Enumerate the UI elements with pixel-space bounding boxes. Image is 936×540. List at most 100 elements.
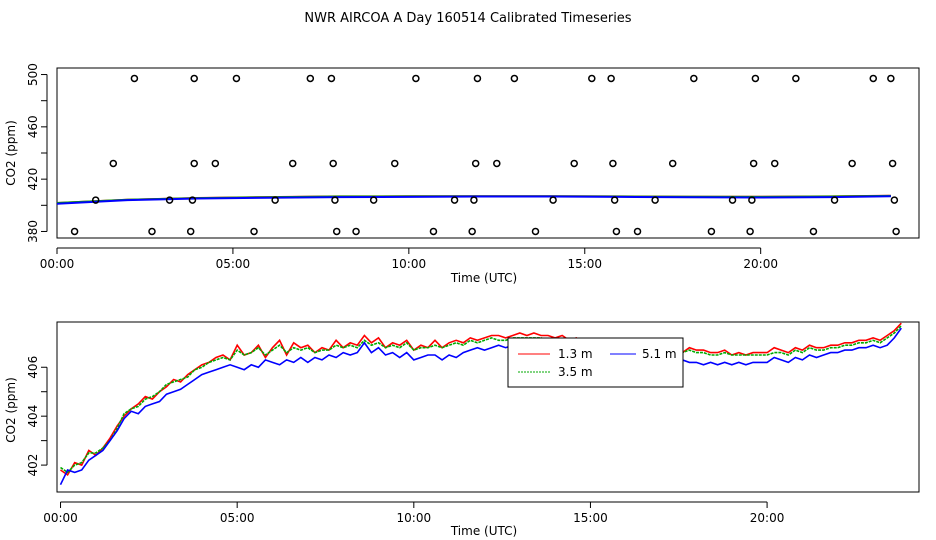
scatter-point	[510, 74, 519, 83]
scatter-point	[668, 159, 677, 168]
scatter-point	[232, 74, 241, 83]
scatter-point	[531, 227, 540, 236]
scatter-point	[109, 159, 118, 168]
top-x-tick-label: 10:00	[392, 257, 427, 271]
bottom-x-tick-label: 10:00	[397, 511, 432, 525]
scatter-point	[331, 196, 339, 204]
scatter-point	[888, 159, 897, 168]
scatter-point	[369, 196, 378, 204]
scatter-point	[809, 227, 818, 236]
bottom-series-line-1-3-m	[60, 322, 902, 477]
bottom-series-lines	[59, 322, 902, 486]
bottom-series-line-5-1-m	[59, 327, 902, 486]
scatter-point	[887, 74, 895, 83]
scatter-point	[869, 74, 878, 83]
scatter-point	[165, 196, 174, 204]
bottom-y-tick-label: 402	[26, 454, 40, 477]
bottom-x-tick-label: 05:00	[220, 511, 255, 525]
scatter-point	[493, 159, 501, 168]
scatter-point	[830, 196, 839, 204]
legend: 1.3 m 3.5 m 5.1 m	[507, 337, 684, 388]
scatter-point	[890, 196, 899, 204]
bottom-axes: 00:00 05:00 10:00 15:00 20:00 402 404 406	[26, 356, 784, 525]
legend-label-2: 3.5 m	[558, 365, 593, 379]
scatter-point	[470, 196, 478, 204]
scatter-point	[471, 159, 480, 168]
scatter-point	[892, 227, 900, 236]
top-y-axis-label: CO2 (ppm)	[4, 120, 18, 186]
bottom-series-line-3-5-m	[60, 325, 902, 474]
top-scatter-points	[70, 74, 900, 236]
scatter-point	[450, 196, 459, 204]
scatter-point	[91, 196, 100, 204]
scatter-point	[306, 74, 315, 83]
scatter-point	[549, 196, 557, 204]
scatter-point	[327, 74, 336, 83]
top-x-axis-label: Time (UTC)	[450, 271, 517, 285]
scatter-point	[329, 159, 337, 168]
legend-label-3: 5.1 m	[642, 347, 677, 361]
scatter-point	[352, 227, 360, 236]
bottom-x-tick-label: 15:00	[573, 511, 608, 525]
top-x-tick-label: 15:00	[567, 257, 602, 271]
scatter-point	[612, 227, 621, 236]
scatter-point	[468, 227, 476, 236]
scatter-point	[70, 227, 79, 236]
bottom-x-tick-label: 20:00	[750, 511, 785, 525]
scatter-point	[749, 159, 758, 168]
top-y-tick-label: 380	[26, 220, 40, 243]
bottom-y-tick-label: 404	[26, 405, 40, 428]
scatter-point	[690, 74, 698, 83]
top-x-tick-label: 20:00	[743, 257, 778, 271]
top-y-tick-label: 460	[26, 115, 40, 138]
top-axes: 00:00 05:00 10:00 15:00 20:00 380 420 460 500	[26, 63, 778, 271]
scatter-point	[186, 227, 195, 236]
scatter-point	[751, 74, 760, 83]
scatter-point	[188, 196, 197, 204]
scatter-point	[651, 196, 659, 204]
scatter-point	[332, 227, 341, 236]
scatter-point	[746, 227, 754, 236]
top-y-tick-label: 420	[26, 168, 40, 191]
top-x-tick-label: 00:00	[40, 257, 75, 271]
scatter-point	[728, 196, 737, 204]
chart-title: NWR AIRCOA A Day 160514 Calibrated Times…	[304, 11, 631, 26]
scatter-point	[190, 159, 198, 168]
scatter-point	[570, 159, 578, 168]
scatter-point	[792, 74, 800, 83]
bottom-plot-frame	[56, 321, 920, 493]
scatter-point	[848, 159, 856, 168]
top-series-line-5-1-m	[56, 195, 891, 205]
scatter-point	[429, 227, 438, 236]
scatter-point	[707, 227, 716, 236]
scatter-point	[190, 74, 198, 83]
legend-box	[507, 337, 684, 388]
scatter-point	[633, 227, 642, 236]
scatter-point	[271, 196, 279, 204]
top-plot-frame	[56, 67, 920, 239]
top-y-tick-label: 500	[26, 63, 40, 86]
scatter-point	[588, 74, 596, 83]
scatter-point	[211, 159, 220, 168]
top-panel: 00:00 05:00 10:00 15:00 20:00 380 420 460 500 Ti…	[4, 63, 920, 285]
bottom-x-tick-label: 00:00	[43, 511, 78, 525]
scatter-point	[288, 159, 297, 168]
bottom-x-axis-label: Time (UTC)	[450, 524, 517, 538]
scatter-point	[473, 74, 482, 83]
scatter-point	[607, 74, 615, 83]
scatter-point	[250, 227, 258, 236]
scatter-point	[391, 159, 399, 168]
scatter-point	[130, 74, 139, 83]
scatter-point	[770, 159, 779, 168]
bottom-y-tick-label: 406	[26, 356, 40, 379]
scatter-point	[412, 74, 420, 83]
bottom-y-axis-label: CO2 (ppm)	[4, 377, 18, 443]
scatter-point	[148, 227, 156, 236]
scatter-point	[748, 196, 756, 204]
top-x-tick-label: 05:00	[216, 257, 251, 271]
scatter-point	[610, 196, 619, 204]
legend-label-1: 1.3 m	[558, 347, 593, 361]
bottom-panel: 00:00 05:00 10:00 15:00 20:00 402 404 406 Time …	[4, 321, 920, 538]
scatter-point	[609, 159, 617, 168]
